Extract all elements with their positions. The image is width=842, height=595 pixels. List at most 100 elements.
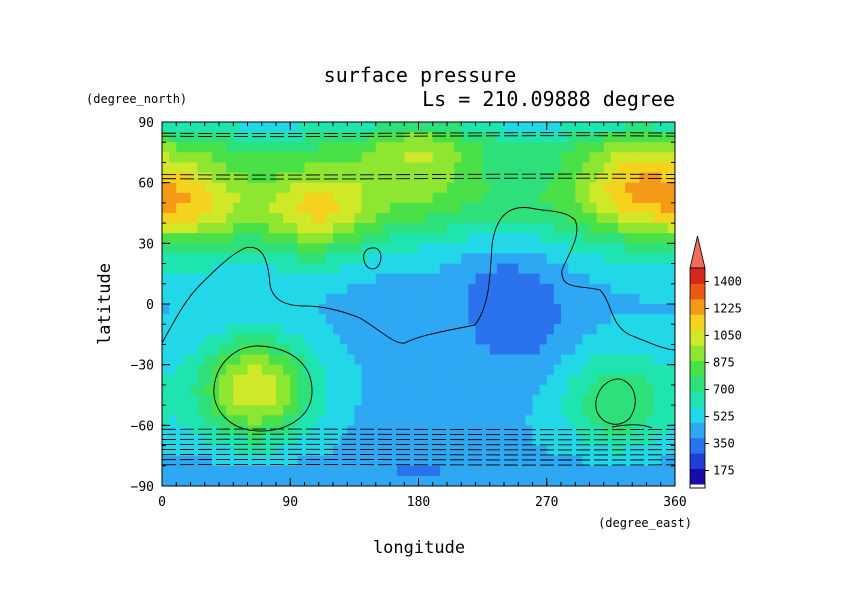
heatmap-cell	[247, 192, 256, 204]
heatmap-cell	[368, 243, 377, 255]
heatmap-cell	[632, 324, 640, 335]
heatmap-cell	[618, 233, 626, 244]
heatmap-cell	[610, 233, 619, 244]
heatmap-cell	[625, 435, 633, 447]
heatmap-cell	[454, 334, 462, 346]
heatmap-cell	[461, 415, 469, 426]
heatmap-cell	[425, 213, 434, 224]
heatmap-cell	[283, 405, 291, 416]
heatmap-cell	[333, 334, 341, 346]
y-tick-label: −60	[131, 419, 154, 434]
heatmap-cell	[432, 182, 441, 194]
heatmap-cell	[575, 334, 583, 346]
heatmap-cell	[340, 314, 348, 325]
heatmap-cell	[226, 304, 234, 315]
heatmap-cell	[268, 283, 277, 295]
heatmap-cell	[397, 132, 405, 143]
heatmap-cell	[169, 425, 177, 437]
heatmap-cell	[532, 304, 541, 315]
heatmap-cell	[254, 384, 263, 396]
heatmap-cell	[361, 364, 370, 376]
heatmap-cell	[304, 253, 313, 265]
heatmap-cell	[618, 415, 626, 426]
heatmap-cell	[311, 243, 320, 255]
heatmap-cell	[418, 364, 427, 376]
heatmap-cell	[361, 243, 370, 255]
heatmap-cell	[667, 213, 675, 224]
heatmap-cell	[361, 314, 370, 325]
heatmap-cell	[162, 304, 170, 315]
heatmap-cell	[162, 334, 170, 346]
heatmap-cell	[489, 142, 498, 153]
heatmap-cell	[276, 273, 284, 285]
heatmap-cell	[325, 344, 334, 356]
heatmap-cell	[226, 132, 234, 143]
heatmap-cell	[667, 374, 675, 386]
heatmap-cell	[603, 465, 612, 477]
heatmap-cell	[575, 162, 583, 174]
heatmap-cell	[489, 213, 498, 224]
heatmap-cell	[439, 243, 448, 255]
heatmap-cell	[639, 374, 648, 386]
heatmap-cell	[518, 425, 526, 437]
heatmap-cell	[504, 273, 512, 285]
heatmap-cell	[525, 374, 534, 386]
heatmap-cell	[568, 304, 576, 315]
heatmap-cell	[489, 162, 498, 174]
heatmap-cell	[489, 314, 498, 325]
heatmap-cell	[411, 213, 420, 224]
heatmap-cell	[667, 334, 675, 346]
heatmap-cell	[667, 395, 675, 406]
heatmap-cell	[404, 415, 412, 426]
heatmap-cell	[561, 465, 569, 477]
heatmap-cell	[625, 475, 633, 486]
heatmap-cell	[482, 344, 491, 356]
heatmap-cell	[589, 293, 598, 305]
heatmap-cell	[204, 142, 213, 153]
heatmap-cell	[368, 152, 377, 164]
heatmap-cell	[233, 213, 241, 224]
y-tick-label: −30	[131, 359, 154, 374]
heatmap-cell	[553, 475, 562, 486]
heatmap-cell	[625, 415, 633, 426]
heatmap-cell	[354, 122, 363, 133]
heatmap-cell	[589, 364, 598, 376]
heatmap-cell	[504, 364, 512, 376]
heatmap-cell	[382, 122, 391, 133]
heatmap-cell	[603, 122, 612, 133]
heatmap-cell	[254, 273, 263, 285]
heatmap-cell	[290, 223, 298, 234]
heatmap-cell	[304, 374, 313, 386]
heatmap-cell	[561, 374, 569, 386]
heatmap-cell	[183, 314, 192, 325]
heatmap-cell	[625, 465, 633, 477]
heatmap-cell	[667, 162, 675, 174]
heatmap-cell	[382, 213, 391, 224]
heatmap-cell	[304, 324, 313, 335]
heatmap-cell	[432, 142, 441, 153]
heatmap-cell	[653, 435, 662, 447]
heatmap-cell	[382, 354, 391, 366]
heatmap-cell	[347, 122, 355, 133]
heatmap-cell	[197, 233, 206, 244]
heatmap-cell	[525, 304, 534, 315]
heatmap-cell	[603, 364, 612, 376]
heatmap-cell	[589, 172, 598, 184]
heatmap-cell	[190, 122, 199, 133]
heatmap-cell	[610, 344, 619, 356]
heatmap-cell	[646, 283, 655, 295]
heatmap-cell	[646, 142, 655, 153]
heatmap-cell	[375, 374, 384, 386]
heatmap-cell	[461, 384, 469, 396]
heatmap-cell	[418, 304, 427, 315]
heatmap-cell	[240, 132, 249, 143]
heatmap-cell	[404, 172, 412, 184]
heatmap-cell	[404, 334, 412, 346]
heatmap-cell	[625, 142, 633, 153]
heatmap-cell	[169, 192, 177, 204]
heatmap-cell	[368, 233, 377, 244]
heatmap-cell	[290, 324, 298, 335]
heatmap-cell	[347, 445, 355, 457]
heatmap-cell	[575, 243, 583, 255]
heatmap-cell	[204, 202, 213, 214]
